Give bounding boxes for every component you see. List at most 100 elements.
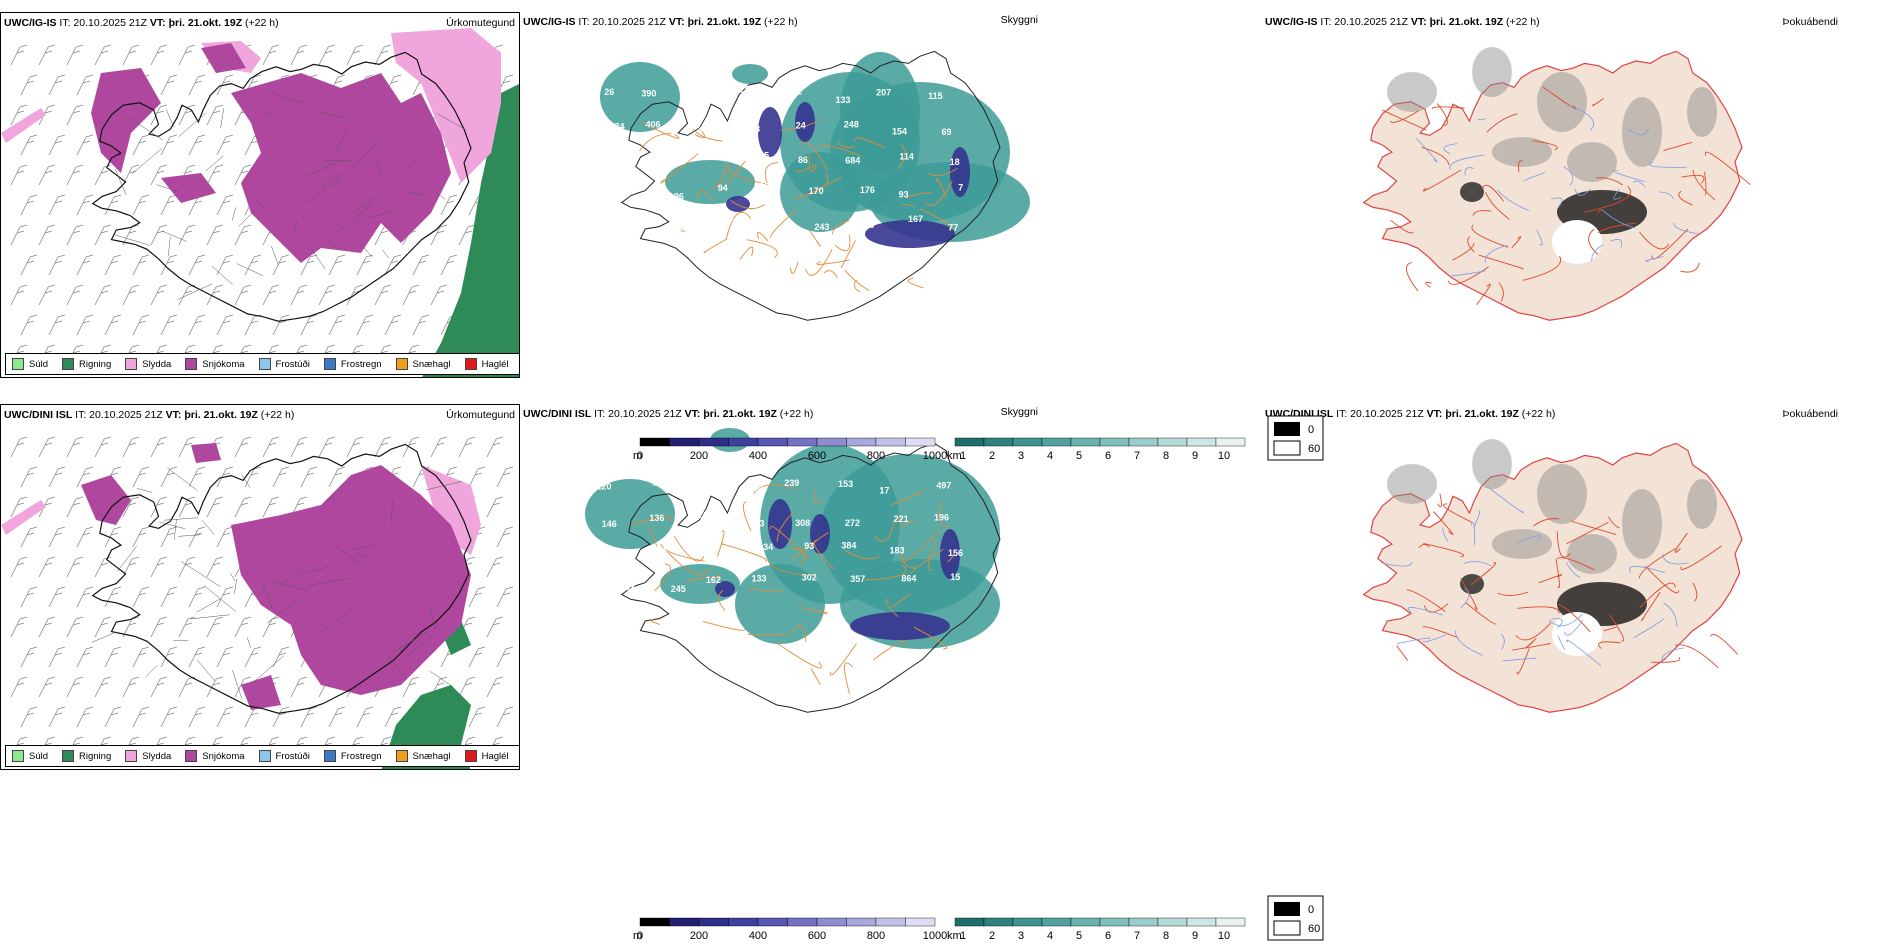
wind-barb bbox=[290, 284, 308, 306]
wind-barb bbox=[412, 254, 430, 276]
wind-barb bbox=[496, 706, 514, 728]
legend-item-frostregn: Frostregn bbox=[323, 750, 382, 762]
terrain-line bbox=[91, 631, 117, 643]
wind-barb bbox=[290, 676, 308, 698]
road-line bbox=[641, 122, 680, 139]
wind-barb bbox=[132, 254, 150, 276]
river-line bbox=[1613, 188, 1622, 200]
wind-barb bbox=[38, 224, 56, 246]
wind-barb bbox=[262, 496, 280, 518]
wind-barb bbox=[216, 646, 234, 668]
visibility-colorbar-cell bbox=[1041, 917, 1072, 927]
ceiling-value-label: 201 bbox=[740, 85, 755, 95]
ceiling-value-label: 14 bbox=[638, 245, 648, 255]
ceiling-value-label: 196 bbox=[669, 191, 684, 201]
fog-swatch-clear bbox=[1273, 920, 1301, 936]
wind-barb bbox=[234, 496, 252, 518]
visibility-tick: 4 bbox=[1047, 450, 1053, 462]
wind-barb bbox=[458, 436, 476, 458]
wind-barb bbox=[178, 496, 196, 518]
visibility-colorbar-cell bbox=[954, 917, 985, 927]
ceiling-value-label: 23 bbox=[634, 613, 644, 623]
legend-swatch bbox=[258, 750, 271, 762]
wind-barb bbox=[486, 556, 504, 578]
river-line bbox=[1496, 189, 1530, 212]
road-line bbox=[1472, 210, 1492, 216]
terrain-line bbox=[335, 205, 371, 234]
wind-barb bbox=[10, 104, 28, 126]
wind-barb bbox=[20, 74, 38, 96]
road-line bbox=[630, 516, 673, 526]
fog-area bbox=[1387, 464, 1437, 504]
ceiling-value-label: 460 bbox=[748, 483, 763, 493]
legend-item-slydda: Slydda bbox=[125, 750, 171, 762]
wind-barb bbox=[290, 44, 308, 66]
ceiling-value-label: 167 bbox=[908, 214, 923, 224]
legend-item-snjókoma: Snjókoma bbox=[185, 750, 245, 762]
ceiling-value-label: 86 bbox=[798, 155, 808, 165]
road-line bbox=[1639, 231, 1670, 250]
legend-item-frostúði: Frostúði bbox=[258, 750, 310, 762]
ceiling-value-label: 181 bbox=[701, 544, 716, 554]
ceiling-value-label: 302 bbox=[787, 86, 802, 96]
wind-barb bbox=[486, 616, 504, 638]
visibility-colorbar-cell bbox=[1012, 917, 1043, 927]
iceland-outline bbox=[91, 443, 472, 714]
ceiling-value-label: 384 bbox=[841, 540, 856, 550]
terrain-line bbox=[272, 581, 309, 592]
road-line bbox=[666, 551, 712, 575]
road-line bbox=[673, 535, 705, 562]
wind-barb bbox=[20, 526, 38, 548]
wind-barb bbox=[468, 706, 486, 728]
wind-barb bbox=[76, 74, 94, 96]
ceiling-value-label: 7 bbox=[958, 183, 963, 193]
cloud-title-2: UWC/DINI ISL IT: 20.10.2025 21Z VT: þri.… bbox=[523, 408, 814, 420]
terrain-line bbox=[113, 234, 151, 246]
terrain-line bbox=[190, 614, 230, 620]
road-line bbox=[801, 142, 828, 170]
river-line bbox=[1442, 527, 1449, 542]
terrain-line bbox=[292, 220, 298, 234]
visibility-tick: 6 bbox=[1105, 450, 1111, 462]
ceiling-colorbar-cell bbox=[787, 917, 818, 927]
road-line bbox=[1471, 224, 1509, 248]
wind-barb bbox=[328, 254, 346, 276]
road-line bbox=[1431, 106, 1465, 110]
wind-barb bbox=[178, 676, 196, 698]
terrain-line bbox=[335, 129, 348, 150]
road-line bbox=[910, 549, 944, 575]
road-line bbox=[816, 259, 850, 265]
wind-barb bbox=[94, 616, 112, 638]
ceiling-value-label: 390 bbox=[641, 88, 656, 98]
visibility-tick: 7 bbox=[1134, 450, 1140, 462]
road-line bbox=[1556, 557, 1595, 571]
road-line bbox=[748, 588, 783, 592]
road-line bbox=[685, 575, 721, 582]
wind-barb bbox=[66, 164, 84, 186]
wind-barb bbox=[188, 646, 206, 668]
ceiling-value-label: 239 bbox=[784, 478, 799, 488]
wind-barb bbox=[468, 646, 486, 668]
legend-swatch bbox=[258, 358, 271, 370]
terrain-line bbox=[203, 585, 236, 612]
road-line bbox=[1422, 169, 1462, 192]
wind-barb bbox=[328, 706, 346, 728]
cloud-panel-1: 26 390 11 201 302 133 207 115 534 406 248 248 24 248 1… bbox=[520, 12, 1040, 378]
wind-barb bbox=[150, 676, 168, 698]
terrain-line bbox=[319, 604, 357, 634]
ceiling-value-label: 83 bbox=[634, 219, 644, 229]
river-line bbox=[1673, 222, 1700, 235]
cloud-title-1: UWC/IG-IS IT: 20.10.2025 21Z VT: þri. 21… bbox=[523, 16, 798, 28]
road-line bbox=[1645, 565, 1680, 594]
road-line bbox=[1512, 643, 1551, 651]
road-line bbox=[798, 606, 828, 613]
wind-barb bbox=[20, 254, 38, 276]
terrain-line bbox=[136, 488, 153, 493]
wind-barb bbox=[234, 616, 252, 638]
legend-item-haglél: Haglél bbox=[464, 358, 509, 370]
wind-barb bbox=[262, 436, 280, 458]
river-line bbox=[1557, 635, 1566, 650]
fog-title-2: UWC/DINI ISL IT: 20.10.2025 21Z VT: þri.… bbox=[1265, 408, 1556, 420]
road-line bbox=[907, 192, 933, 199]
terrain-line bbox=[405, 631, 437, 658]
